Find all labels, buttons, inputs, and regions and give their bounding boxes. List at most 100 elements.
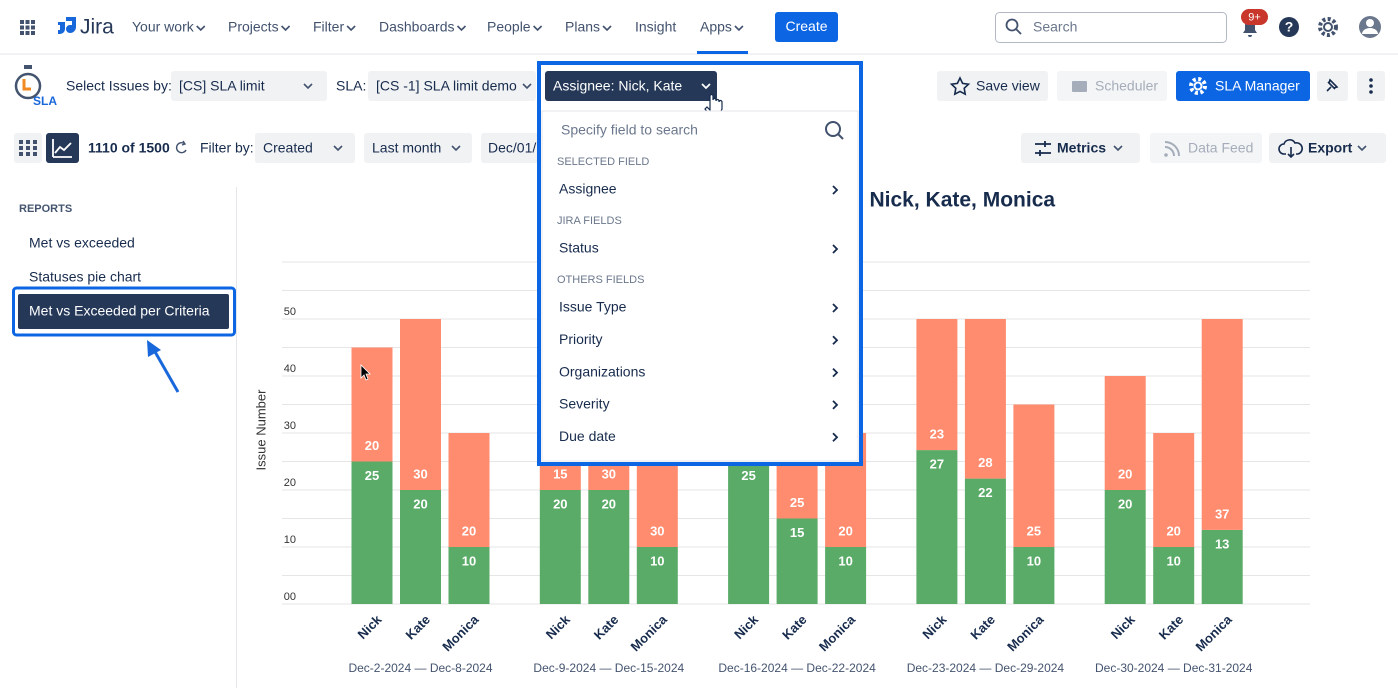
bar-met	[728, 461, 770, 604]
settings-icon[interactable]	[1318, 17, 1338, 37]
sla-logo	[24, 65, 32, 69]
mouse-pointer	[360, 364, 371, 381]
nav-item[interactable]: Plans	[565, 19, 600, 35]
data-label: 20	[553, 496, 567, 511]
hand-cursor	[704, 93, 723, 116]
y-tick-label: 00	[284, 591, 296, 603]
data-label: 20	[1118, 496, 1132, 511]
product-name[interactable]: Jira	[80, 16, 114, 39]
bar-met	[1104, 490, 1146, 604]
y-tick-label: 30	[284, 420, 296, 432]
search-box[interactable]	[995, 12, 1227, 43]
search-icon	[825, 121, 841, 137]
dropdown-chevron	[1357, 145, 1367, 152]
field-option[interactable]: Organizations	[559, 363, 645, 379]
data-feed-label[interactable]: Data Feed	[1188, 140, 1253, 156]
field-option[interactable]: Priority	[559, 331, 603, 347]
search-placeholder[interactable]: Search	[1033, 19, 1077, 35]
dropdown-chevron	[602, 25, 612, 32]
app-switcher[interactable]	[20, 20, 35, 35]
field-option[interactable]: Issue Type	[559, 299, 627, 315]
dropdown-chevron	[456, 25, 467, 32]
help-icon[interactable]	[1279, 17, 1299, 37]
selected-item[interactable]	[18, 294, 229, 329]
annotation-arrow	[147, 340, 180, 393]
dropdown-chevron	[522, 83, 532, 90]
sidebar-item[interactable]: Met vs Exceeded per Criteria	[29, 303, 210, 319]
refresh-icon[interactable]	[175, 140, 187, 154]
scheduler-button[interactable]	[1057, 71, 1167, 101]
data-label: 20	[462, 523, 476, 538]
field-option[interactable]: Due date	[559, 428, 616, 444]
option-chevron	[832, 303, 839, 313]
feed-icon	[1164, 153, 1168, 157]
bar-met	[916, 450, 958, 604]
data-label: 10	[462, 553, 476, 568]
section-heading: JIRA FIELDS	[557, 215, 622, 227]
period-value[interactable]: Last month	[372, 140, 441, 156]
bar-met	[1201, 529, 1243, 604]
scheduler-label[interactable]: Scheduler	[1095, 78, 1158, 94]
field-search[interactable]: Specify field to search	[561, 122, 698, 138]
sidebar-item[interactable]: Statuses pie chart	[29, 269, 141, 285]
nav-item[interactable]: Filter	[313, 19, 344, 35]
data-label: 20	[365, 438, 379, 453]
select-issues-value[interactable]: [CS] SLA limit	[179, 78, 265, 94]
field-value[interactable]: Created	[263, 140, 313, 156]
export-label[interactable]: Export	[1308, 140, 1353, 156]
dropdown-chevron	[281, 25, 291, 32]
dropdown-chevron	[451, 145, 461, 152]
bar-met	[1013, 547, 1055, 604]
search-icon	[1015, 28, 1022, 35]
select-issues-label: Select Issues by:	[66, 78, 172, 94]
active-tab-indicator	[697, 51, 748, 54]
field-option[interactable]: Assignee	[559, 181, 617, 197]
sla-manager-button[interactable]	[1176, 71, 1310, 101]
bar-exceeded	[916, 319, 958, 451]
metrics-button[interactable]	[1021, 133, 1140, 163]
criteria-label[interactable]: Assignee: Nick, Kate	[553, 78, 682, 94]
nav-item[interactable]: Apps	[700, 19, 732, 35]
jira-logo[interactable]	[58, 17, 76, 34]
nav-item[interactable]: People	[487, 19, 531, 35]
data-label: 15	[553, 466, 567, 481]
nav-item[interactable]: Your work	[132, 19, 195, 35]
data-label: 20	[413, 496, 427, 511]
settings-icon	[1323, 22, 1333, 32]
sla-logo	[14, 72, 42, 100]
bar-met	[636, 547, 678, 604]
select-issues-dropdown[interactable]	[171, 71, 327, 101]
field-dropdown[interactable]	[255, 133, 355, 163]
sla-manager-label[interactable]: SLA Manager	[1215, 78, 1300, 94]
top-nav: Jira Create Search 9+ ? Your work Project…	[0, 9, 1398, 55]
bar-exceeded	[400, 319, 441, 490]
data-label: 30	[413, 466, 427, 481]
create-label[interactable]: Create	[785, 18, 827, 34]
y-tick-label: 10	[284, 534, 296, 546]
date-value[interactable]: Dec/01/2	[488, 140, 544, 156]
notification-count: 9+	[1248, 11, 1261, 23]
dropdown-chevron	[303, 83, 313, 90]
arrow-shaft	[152, 349, 180, 393]
bar-exceeded	[1104, 376, 1146, 490]
metrics-label[interactable]: Metrics	[1057, 140, 1106, 156]
nav-item[interactable]: Dashboards	[379, 19, 455, 35]
sla-dropdown[interactable]	[368, 71, 536, 101]
cloud-icon	[1278, 139, 1303, 159]
create-button[interactable]	[775, 12, 838, 42]
dropdown-chevron	[1113, 145, 1123, 152]
save-view-label[interactable]: Save view	[976, 78, 1041, 94]
sla-value[interactable]: [CS -1] SLA limit demo	[376, 78, 517, 94]
section-heading: SELECTED FIELD	[557, 156, 649, 168]
field-option[interactable]: Severity	[559, 396, 610, 412]
nav-item[interactable]: Projects	[228, 19, 279, 35]
export-button[interactable]	[1269, 133, 1386, 163]
sla-logo	[22, 79, 31, 91]
bar-met	[776, 518, 818, 604]
nav-item[interactable]: Insight	[635, 19, 676, 35]
criteria-button[interactable]	[545, 71, 717, 101]
sidebar-item[interactable]: Met vs exceeded	[29, 235, 135, 251]
kebab-icon	[1369, 78, 1373, 94]
field-option[interactable]: Status	[559, 240, 599, 256]
period-dropdown[interactable]	[364, 133, 472, 163]
